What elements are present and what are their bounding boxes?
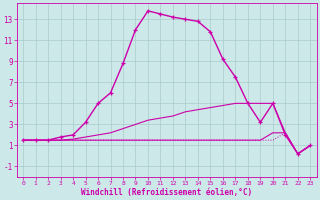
X-axis label: Windchill (Refroidissement éolien,°C): Windchill (Refroidissement éolien,°C): [81, 188, 252, 197]
